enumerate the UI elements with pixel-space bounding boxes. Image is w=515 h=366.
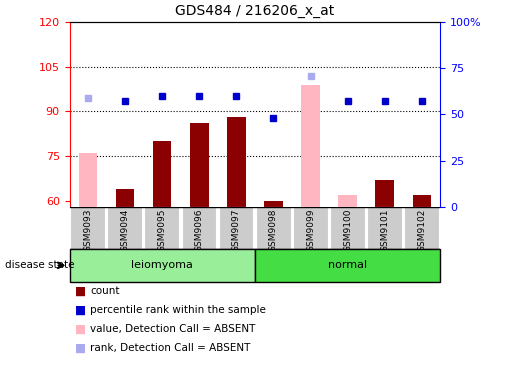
FancyBboxPatch shape — [293, 207, 328, 249]
Text: GSM9102: GSM9102 — [417, 209, 426, 252]
Bar — [301, 85, 320, 207]
Text: ■: ■ — [75, 322, 86, 336]
Bar — [190, 123, 209, 207]
Text: ■: ■ — [75, 341, 86, 355]
Text: normal: normal — [328, 260, 367, 270]
FancyBboxPatch shape — [255, 249, 440, 282]
Title: GDS484 / 216206_x_at: GDS484 / 216206_x_at — [175, 4, 335, 18]
FancyBboxPatch shape — [70, 207, 105, 249]
Bar — [79, 153, 97, 207]
Text: GSM9100: GSM9100 — [343, 209, 352, 253]
Text: GSM9094: GSM9094 — [121, 209, 130, 252]
Text: disease state: disease state — [5, 260, 75, 270]
Bar — [227, 117, 246, 207]
Text: value, Detection Call = ABSENT: value, Detection Call = ABSENT — [90, 324, 255, 334]
Bar — [153, 141, 171, 207]
Bar — [338, 195, 357, 207]
Bar — [413, 195, 431, 207]
Text: GSM9097: GSM9097 — [232, 209, 241, 253]
Bar — [116, 189, 134, 207]
Text: ■: ■ — [75, 303, 86, 317]
Text: GSM9093: GSM9093 — [83, 209, 93, 253]
Text: GSM9101: GSM9101 — [380, 209, 389, 253]
FancyBboxPatch shape — [404, 207, 439, 249]
FancyBboxPatch shape — [181, 207, 216, 249]
Text: count: count — [90, 286, 119, 296]
FancyBboxPatch shape — [255, 207, 290, 249]
FancyBboxPatch shape — [367, 207, 402, 249]
FancyBboxPatch shape — [144, 207, 179, 249]
Text: rank, Detection Call = ABSENT: rank, Detection Call = ABSENT — [90, 343, 250, 353]
FancyBboxPatch shape — [218, 207, 253, 249]
Text: ■: ■ — [75, 284, 86, 298]
Text: GSM9095: GSM9095 — [158, 209, 167, 253]
Text: GSM9096: GSM9096 — [195, 209, 204, 253]
Bar — [264, 201, 283, 207]
Bar — [375, 180, 394, 207]
Text: leiomyoma: leiomyoma — [131, 260, 193, 270]
FancyBboxPatch shape — [70, 249, 255, 282]
FancyBboxPatch shape — [330, 207, 365, 249]
FancyBboxPatch shape — [107, 207, 142, 249]
Text: GSM9099: GSM9099 — [306, 209, 315, 253]
Text: percentile rank within the sample: percentile rank within the sample — [90, 305, 266, 315]
Text: GSM9098: GSM9098 — [269, 209, 278, 253]
